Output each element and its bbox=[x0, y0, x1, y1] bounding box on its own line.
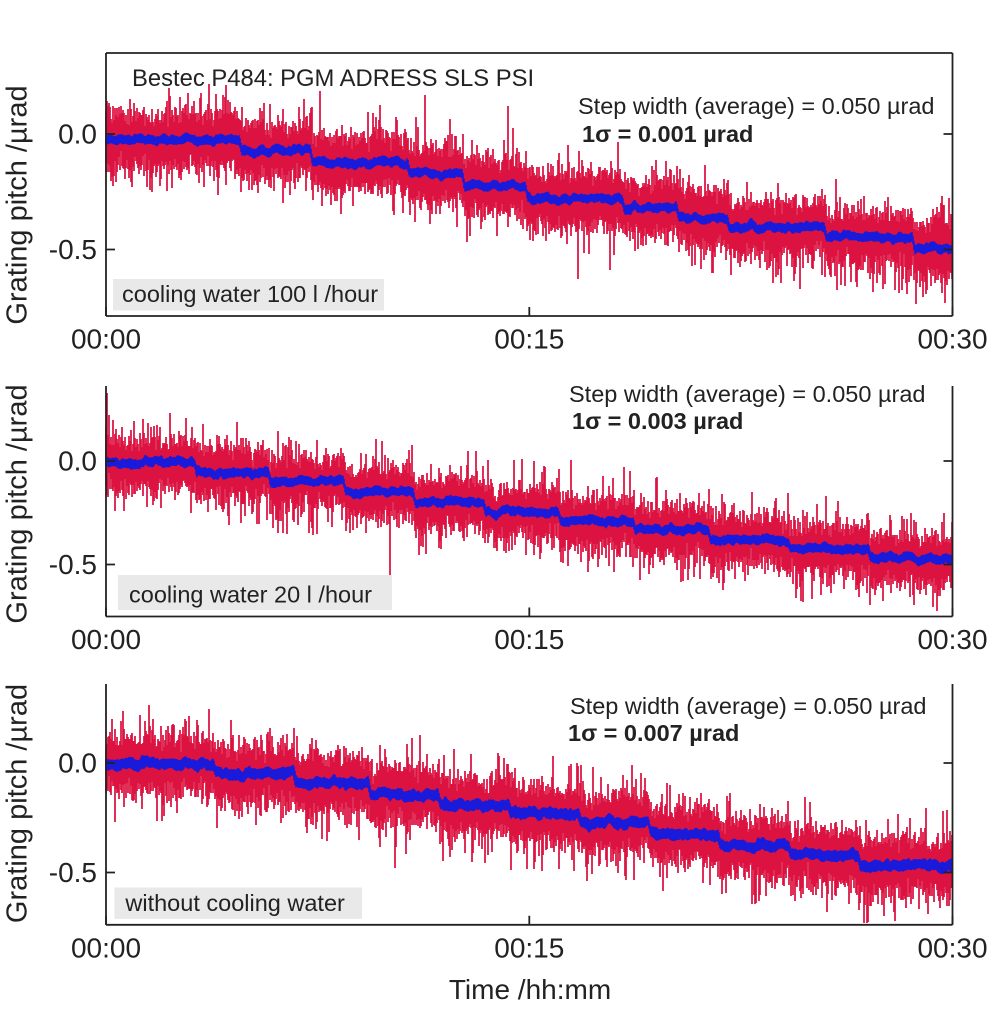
svg-text:Step width (average) = 0.050 µ: Step width (average) = 0.050 µrad bbox=[570, 693, 926, 719]
svg-text:Step width (average) = 0.050 µ: Step width (average) = 0.050 µrad bbox=[578, 93, 934, 119]
svg-text:00:30: 00:30 bbox=[917, 624, 987, 655]
svg-text:-0.5: -0.5 bbox=[49, 234, 97, 265]
svg-text:Grating pitch /µrad: Grating pitch /µrad bbox=[2, 684, 34, 923]
svg-text:0.0: 0.0 bbox=[58, 119, 97, 150]
svg-text:00:15: 00:15 bbox=[494, 932, 564, 963]
svg-text:Time /hh:mm: Time /hh:mm bbox=[449, 974, 611, 1005]
svg-text:-0.5: -0.5 bbox=[49, 549, 97, 580]
svg-text:0.0: 0.0 bbox=[58, 748, 97, 779]
svg-text:1σ = 0.001 µrad: 1σ = 0.001 µrad bbox=[582, 121, 753, 147]
svg-text:1σ = 0.003 µrad: 1σ = 0.003 µrad bbox=[572, 408, 743, 434]
svg-text:00:00: 00:00 bbox=[71, 932, 141, 963]
svg-text:Step width (average) = 0.050 µ: Step width (average) = 0.050 µrad bbox=[569, 381, 925, 407]
svg-text:Grating pitch /µrad: Grating pitch /µrad bbox=[2, 85, 34, 324]
svg-text:cooling water 100 l /hour: cooling water 100 l /hour bbox=[122, 281, 378, 307]
svg-text:Grating pitch /µrad: Grating pitch /µrad bbox=[2, 384, 34, 623]
svg-text:-0.5: -0.5 bbox=[49, 857, 97, 888]
svg-text:00:00: 00:00 bbox=[71, 624, 141, 655]
svg-text:00:15: 00:15 bbox=[494, 624, 564, 655]
svg-text:Bestec P484: PGM ADRESS SLS PS: Bestec P484: PGM ADRESS SLS PSI bbox=[132, 65, 534, 92]
svg-text:00:00: 00:00 bbox=[71, 324, 141, 355]
svg-text:without cooling water: without cooling water bbox=[124, 890, 345, 916]
svg-text:0.0: 0.0 bbox=[58, 446, 97, 477]
svg-text:cooling water 20 l /hour: cooling water 20 l /hour bbox=[129, 581, 372, 607]
svg-text:00:30: 00:30 bbox=[917, 932, 987, 963]
svg-text:00:30: 00:30 bbox=[917, 324, 987, 355]
svg-text:00:15: 00:15 bbox=[494, 324, 564, 355]
svg-text:1σ = 0.007 µrad: 1σ = 0.007 µrad bbox=[568, 720, 739, 746]
